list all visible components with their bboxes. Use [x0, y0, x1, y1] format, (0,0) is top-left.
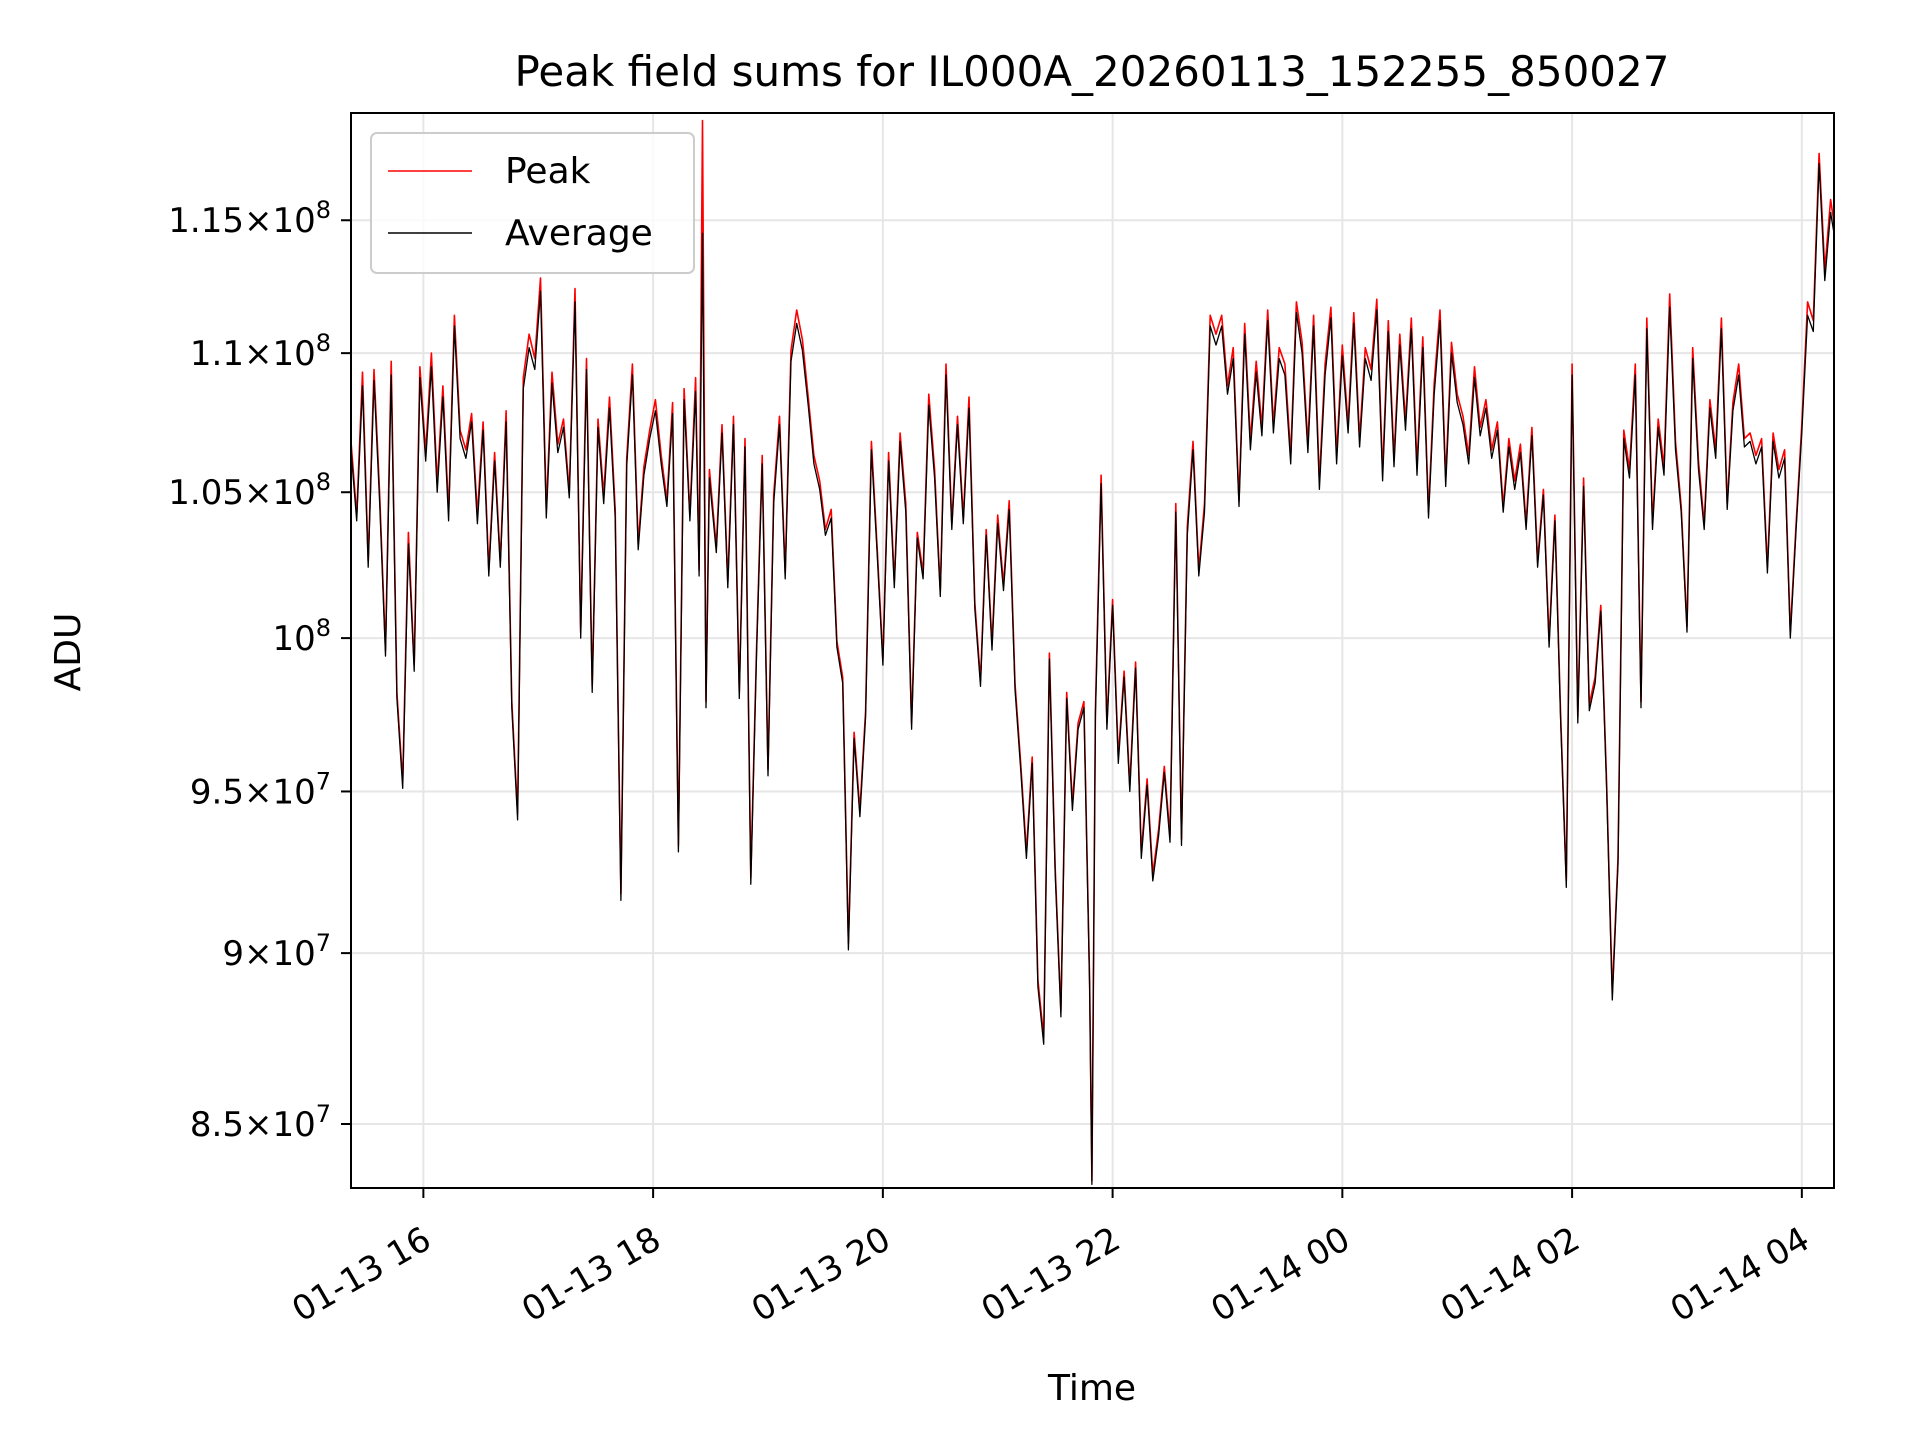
- y-axis-label: ADU: [48, 613, 89, 692]
- y-tick-exponent: 7: [316, 929, 331, 957]
- legend-peak-label: Peak: [505, 151, 591, 192]
- y-tick-mantissa: 1.1×10: [190, 334, 316, 374]
- chart-title: Peak field sums for IL000A_20260113_1522…: [515, 47, 1670, 96]
- y-tick-mantissa: 1.05×10: [168, 473, 315, 513]
- y-tick-label: 1.15×108: [168, 196, 331, 241]
- x-axis-label: Time: [1047, 1368, 1136, 1409]
- y-tick-exponent: 7: [316, 1100, 331, 1128]
- y-tick-exponent: 7: [316, 767, 331, 795]
- y-tick-mantissa: 10: [272, 619, 315, 659]
- y-tick-label: 9.5×107: [190, 767, 331, 812]
- y-tick-label: 1.05×108: [168, 468, 331, 513]
- y-tick-exponent: 8: [316, 614, 331, 642]
- y-tick-mantissa: 8.5×10: [190, 1105, 316, 1145]
- y-tick-mantissa: 9×10: [222, 934, 315, 974]
- y-tick-label: 8.5×107: [190, 1100, 331, 1145]
- series-average-line: [351, 162, 1834, 1186]
- y-tick-label: 9×107: [222, 929, 331, 974]
- y-tick-exponent: 8: [316, 468, 331, 496]
- y-tick-label: 1.1×108: [190, 329, 331, 374]
- y-tick-label: 108: [272, 614, 331, 659]
- legend: Peak Average: [370, 132, 695, 274]
- y-tick-mantissa: 9.5×10: [190, 772, 316, 812]
- plot-area: 01-13 16 01-13 18 01-13 20 01-13 22 01-14 00…: [168, 112, 1835, 1330]
- y-tick-exponent: 8: [316, 196, 331, 224]
- plot-frame: [350, 112, 1835, 1189]
- legend-box: [370, 132, 695, 274]
- y-tick-exponent: 8: [316, 329, 331, 357]
- y-tick-mantissa: 1.15×10: [168, 201, 315, 241]
- series-layer: [351, 119, 1834, 1186]
- legend-average-label: Average: [505, 213, 653, 254]
